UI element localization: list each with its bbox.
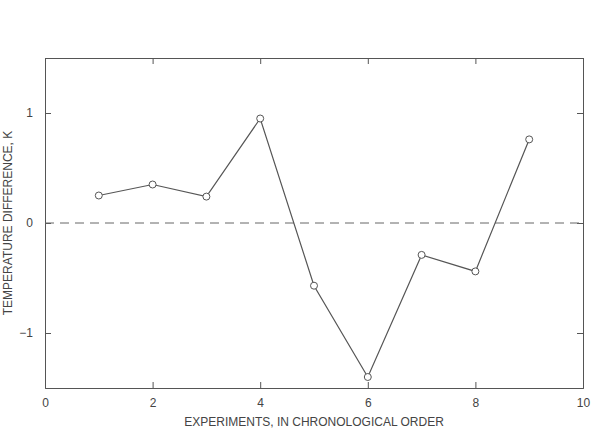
tick-mark [475, 382, 476, 388]
tick [260, 58, 261, 64]
tick-label: 10 [577, 396, 591, 410]
tick: 1 [26, 106, 51, 120]
tick-label: 4 [257, 396, 264, 410]
reference-line [45, 223, 583, 224]
tick-label: −1 [19, 326, 33, 340]
tick: 4 [257, 382, 264, 410]
tick-mark [577, 333, 583, 334]
tick-mark [368, 382, 369, 388]
tick-mark [45, 58, 46, 64]
marks [45, 115, 583, 381]
tick-mark [45, 333, 51, 334]
tick [153, 58, 154, 64]
tick [45, 58, 46, 64]
tick-mark [260, 58, 261, 64]
marker [149, 181, 156, 188]
tick [577, 333, 583, 334]
plot: 0 2 4 6 8 10 −1 0 1 [19, 58, 590, 410]
tick-label: 0 [42, 396, 49, 410]
tick-label: 2 [150, 396, 157, 410]
marker [526, 136, 533, 143]
tick-mark [45, 113, 51, 114]
tick: 8 [473, 382, 480, 410]
x-axis-top [46, 58, 584, 64]
tick-label: 1 [26, 106, 33, 120]
tick: −1 [19, 326, 51, 340]
marker [364, 374, 371, 381]
tick-label: 0 [26, 216, 33, 230]
tick-mark [153, 382, 154, 388]
chart: 0 2 4 6 8 10 −1 0 1 EXPERIMENTS, IN CHRONOLOGICAL… [0, 0, 602, 434]
tick: 2 [150, 382, 157, 410]
tick-mark [260, 382, 261, 388]
marker [418, 251, 425, 258]
tick-mark [475, 58, 476, 64]
tick-mark [577, 113, 583, 114]
tick-label: 6 [365, 396, 372, 410]
tick [368, 58, 369, 64]
marker [311, 282, 318, 289]
marker [95, 192, 102, 199]
marker [203, 193, 210, 200]
tick-label: 8 [473, 396, 480, 410]
tick-mark [153, 58, 154, 64]
x-axis-title: EXPERIMENTS, IN CHRONOLOGICAL ORDER [184, 415, 444, 429]
marker [257, 115, 264, 122]
axis-line [46, 382, 584, 389]
marker [472, 268, 479, 275]
line [99, 119, 529, 378]
tick [475, 58, 476, 64]
x-axis: 0 2 4 6 8 10 [42, 382, 590, 410]
y-axis-title: TEMPERATURE DIFFERENCE, K [1, 131, 15, 315]
tick-mark [368, 58, 369, 64]
tick: 6 [365, 382, 372, 410]
axis-line [46, 59, 584, 65]
tick [577, 113, 583, 114]
